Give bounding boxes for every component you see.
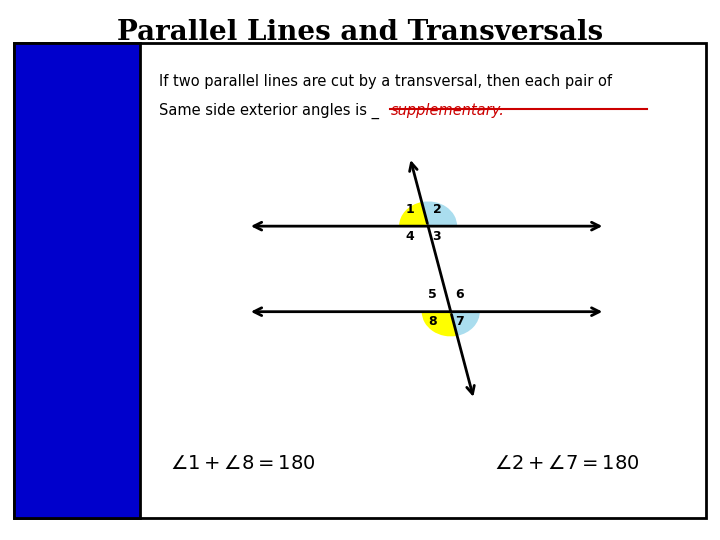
Text: Exterior: Exterior bbox=[40, 123, 115, 141]
Text: 2: 2 bbox=[433, 202, 441, 215]
Text: 6: 6 bbox=[455, 288, 464, 301]
Text: supplementary.: supplementary. bbox=[390, 103, 504, 118]
Wedge shape bbox=[422, 312, 457, 336]
Text: Angles: Angles bbox=[46, 156, 109, 174]
Text: Parallel Lines and Transversals: Parallel Lines and Transversals bbox=[117, 19, 603, 46]
Text: $\angle 1+ \angle 8 =180$: $\angle 1+ \angle 8 =180$ bbox=[170, 454, 315, 473]
Text: Same Side: Same Side bbox=[29, 91, 127, 109]
Text: If two parallel lines are cut by a transversal, then each pair of: If two parallel lines are cut by a trans… bbox=[158, 74, 612, 89]
Text: 7: 7 bbox=[455, 315, 464, 328]
Wedge shape bbox=[399, 202, 428, 226]
Text: 3: 3 bbox=[433, 230, 441, 243]
Text: Same side exterior angles is _: Same side exterior angles is _ bbox=[158, 103, 379, 119]
Text: 8: 8 bbox=[428, 315, 437, 328]
Text: 1: 1 bbox=[405, 202, 414, 215]
Text: 4: 4 bbox=[405, 230, 414, 243]
Text: 5: 5 bbox=[428, 288, 437, 301]
Text: SSE: SSE bbox=[55, 233, 101, 253]
Wedge shape bbox=[451, 312, 480, 336]
Wedge shape bbox=[422, 201, 457, 226]
Text: $\angle 2+ \angle 7 =180$: $\angle 2+ \angle 7 =180$ bbox=[494, 454, 639, 473]
